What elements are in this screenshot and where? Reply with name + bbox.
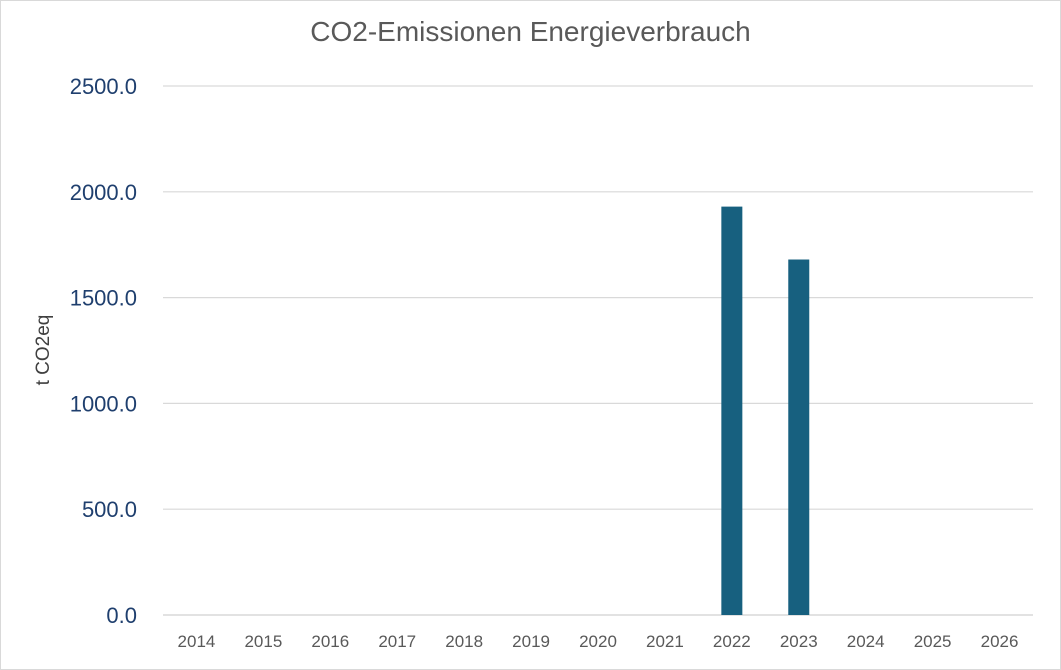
- x-tick-label-2019: 2019: [512, 632, 550, 651]
- x-tick-label-2020: 2020: [579, 632, 617, 651]
- x-tick-label-2021: 2021: [646, 632, 684, 651]
- x-tick-label-2023: 2023: [780, 632, 818, 651]
- x-tick-label-2015: 2015: [244, 632, 282, 651]
- y-tick-label: 0.0: [106, 603, 137, 628]
- x-tick-label-2014: 2014: [178, 632, 216, 651]
- chart-title: CO2-Emissionen Energieverbrauch: [310, 16, 751, 47]
- x-axis-ticks: 2014 2015 2016 2017 2018 2019 2020 2021 2022 2023…: [178, 632, 1019, 651]
- bar-2022: [721, 206, 743, 615]
- x-tick-label-2017: 2017: [378, 632, 416, 651]
- x-tick-label-2025: 2025: [914, 632, 952, 651]
- y-axis-ticks: 0.0 500.0 1000.0 1500.0 2000.0 2500.0: [70, 74, 137, 628]
- gridlines: [163, 85, 1033, 616]
- y-tick-label: 1000.0: [70, 391, 137, 416]
- y-tick-label: 1500.0: [70, 286, 137, 311]
- x-tick-label-2024: 2024: [847, 632, 885, 651]
- bars: [721, 206, 810, 615]
- y-tick-label: 2000.0: [70, 180, 137, 205]
- x-tick-label-2022: 2022: [713, 632, 751, 651]
- y-tick-label: 2500.0: [70, 74, 137, 99]
- x-tick-label-2018: 2018: [445, 632, 483, 651]
- x-tick-label-2026: 2026: [981, 632, 1019, 651]
- x-tick-label-2016: 2016: [311, 632, 349, 651]
- bar-2023: [788, 259, 810, 615]
- y-tick-label: 500.0: [82, 497, 137, 522]
